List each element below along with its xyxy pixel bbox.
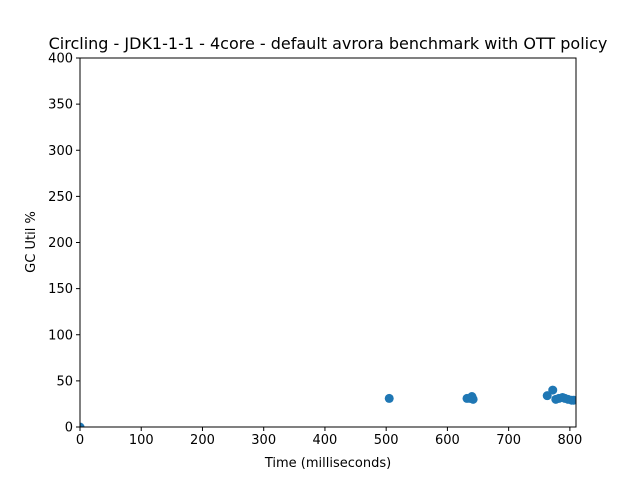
data-points: [80, 385, 576, 427]
y-tick-label: 100: [48, 328, 73, 343]
x-axis-ticks: 0 100 200 300 400 500 600 700 800: [76, 427, 582, 448]
x-tick-label: 700: [496, 433, 521, 448]
y-tick-label: 200: [48, 236, 73, 251]
x-tick-label: 100: [129, 433, 154, 448]
y-tick-label: 250: [48, 190, 73, 205]
x-tick-label: 500: [374, 433, 399, 448]
data-point: [542, 391, 552, 401]
data-point: [548, 385, 558, 395]
y-tick-label: 350: [48, 98, 73, 113]
data-point: [569, 395, 576, 405]
y-tick-label: 50: [56, 374, 73, 389]
y-tick-label: 150: [48, 282, 73, 297]
x-tick-label: 200: [190, 433, 215, 448]
data-point: [80, 422, 85, 427]
plot-area: [80, 58, 576, 427]
x-axis-label: Time (milliseconds): [264, 456, 391, 471]
y-tick-label: 400: [48, 52, 73, 67]
y-tick-label: 300: [48, 144, 73, 159]
x-tick-label: 300: [251, 433, 276, 448]
chart-title: Circling - JDK1-1-1 - 4core - default av…: [49, 34, 608, 53]
x-tick-label: 800: [557, 433, 582, 448]
y-axis-label: GC Util %: [24, 211, 39, 273]
y-tick-label: 0: [65, 421, 73, 436]
x-tick-label: 400: [313, 433, 338, 448]
x-tick-label: 0: [76, 433, 84, 448]
y-axis-ticks: 0 50 100 150 200 250 300 350 400: [48, 52, 80, 436]
data-point: [384, 393, 394, 403]
x-tick-label: 600: [435, 433, 460, 448]
plot-frame: [79, 57, 577, 428]
data-point: [468, 394, 478, 404]
